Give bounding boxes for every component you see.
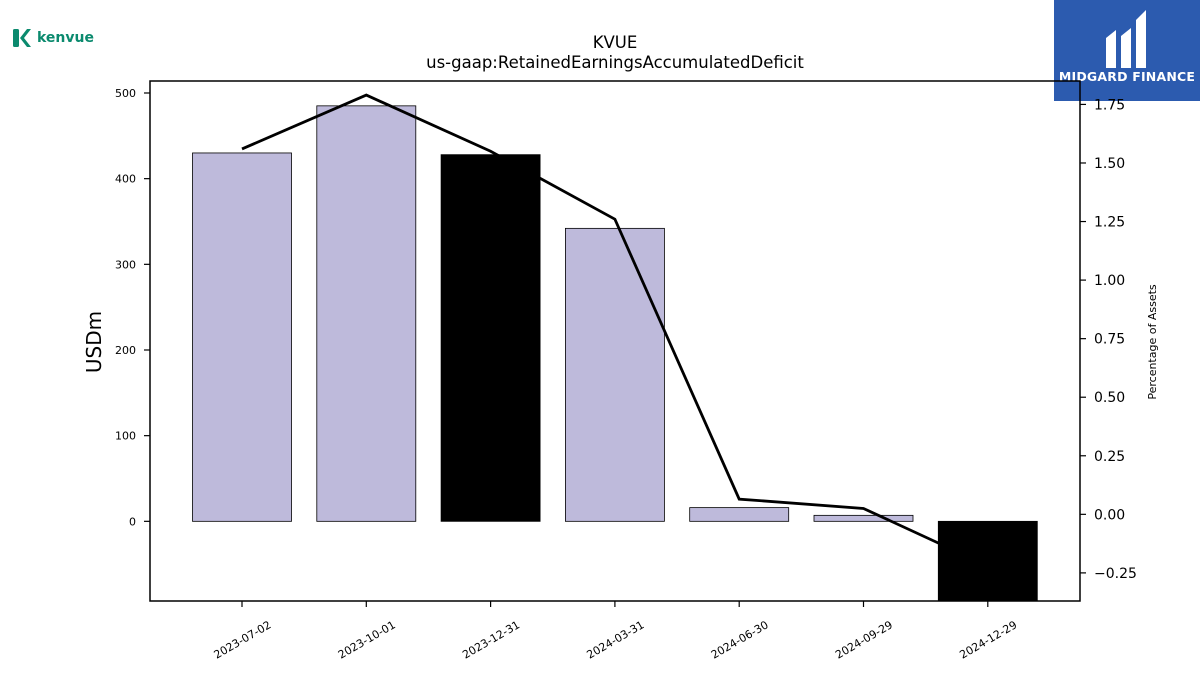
y2-tick-label: 1.00: [1094, 273, 1125, 289]
chart-subtitle: us-gaap:RetainedEarningsAccumulatedDefic…: [426, 53, 804, 72]
y2-axis-label: Percentage of Assets: [1146, 284, 1159, 400]
y2-tick-label: 0.75: [1094, 332, 1125, 348]
x-tick-label: 2024-12-29: [957, 618, 1019, 661]
x-tick-label: 2023-07-02: [212, 618, 274, 661]
x-tick-label: 2024-06-30: [709, 618, 771, 661]
bar-2023-07-02: [192, 152, 292, 522]
midgard-mark-icon: [1106, 10, 1146, 68]
company-logo-text: kenvue: [37, 30, 94, 46]
kenvue-mark-icon: [13, 29, 31, 47]
x-tick-label: 2023-12-31: [460, 618, 522, 661]
bar-2024-03-31: [565, 227, 665, 522]
y2-tick-label: 0.25: [1094, 449, 1125, 465]
y-axis-label: USDm: [82, 311, 106, 373]
y-tick-label: 0: [129, 515, 136, 528]
chart-title: KVUE: [593, 33, 638, 52]
bar-2024-09-29: [813, 514, 914, 522]
y-tick-label: 300: [115, 258, 136, 271]
publisher-logo: MIDGARD FINANCE: [1054, 0, 1200, 101]
bar-2024-06-30: [689, 507, 790, 522]
x-tick-label: 2023-10-01: [336, 618, 398, 661]
y-tick-label: 200: [115, 344, 136, 357]
y2-tick-label: 1.25: [1094, 215, 1125, 231]
plot-frame: [149, 80, 1081, 602]
y2-tick-label: 0.00: [1094, 507, 1125, 523]
x-tick-label: 2024-09-29: [833, 618, 895, 661]
bar-2023-12-31: [440, 154, 541, 522]
publisher-logo-text: MIDGARD FINANCE: [1058, 69, 1196, 84]
company-logo: kenvue: [12, 28, 94, 48]
bar-2024-12-29: [937, 520, 1038, 602]
y-tick-label: 400: [115, 173, 136, 186]
percentage-of-assets-line: [241, 93, 989, 568]
y2-tick-label: 1.75: [1094, 97, 1125, 113]
x-tick-label: 2024-03-31: [585, 618, 647, 661]
y-tick-label: 100: [115, 430, 136, 443]
bar-2023-10-01: [316, 105, 417, 522]
y2-tick-label: 0.50: [1094, 390, 1125, 406]
y-tick-label: 500: [115, 87, 136, 100]
y2-tick-label: 1.50: [1094, 156, 1125, 172]
y2-tick-label: −0.25: [1094, 566, 1137, 582]
